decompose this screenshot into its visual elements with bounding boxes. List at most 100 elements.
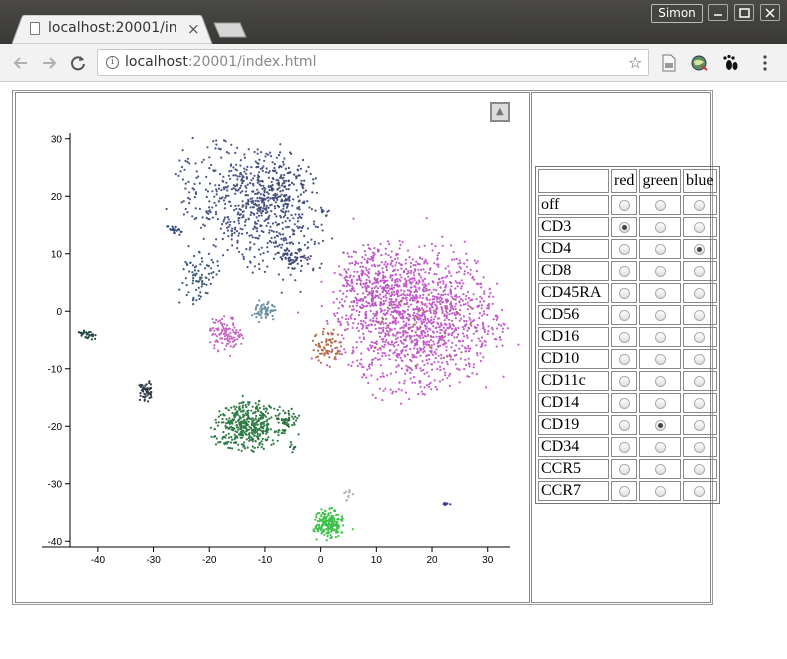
data-point (464, 325, 467, 328)
menu-dots-icon[interactable] (756, 54, 774, 72)
active-tab[interactable] (12, 15, 214, 44)
radio-green[interactable] (654, 243, 666, 255)
data-point (232, 331, 235, 334)
new-tab-button[interactable] (213, 22, 247, 38)
data-point (329, 520, 332, 523)
close-window-button[interactable] (760, 4, 780, 21)
radio-green[interactable] (654, 221, 666, 233)
data-point (475, 270, 478, 273)
radio-green[interactable] (654, 419, 666, 431)
data-point (471, 275, 474, 278)
radio-red[interactable] (618, 287, 630, 299)
data-point (274, 414, 277, 417)
data-point (186, 157, 189, 160)
data-point (324, 509, 327, 512)
radio-red[interactable] (618, 419, 630, 431)
bookmark-star-icon[interactable]: ☆ (628, 53, 643, 72)
data-point (279, 214, 282, 217)
data-point (252, 212, 256, 215)
data-point (273, 236, 276, 239)
radio-red[interactable] (618, 375, 630, 387)
data-point (393, 327, 396, 330)
info-icon[interactable]: i (106, 56, 119, 69)
maximize-button[interactable] (734, 4, 754, 21)
data-point (451, 341, 454, 344)
data-point (374, 346, 377, 349)
radio-red[interactable] (618, 485, 630, 497)
collapse-button[interactable]: ▲ (490, 102, 510, 122)
radio-green[interactable] (654, 309, 666, 321)
data-point (141, 384, 144, 387)
reload-icon[interactable] (67, 52, 89, 74)
radio-red[interactable] (618, 243, 630, 255)
radio-blue[interactable] (694, 331, 706, 343)
data-point (225, 334, 228, 337)
data-point (347, 255, 350, 258)
radio-green[interactable] (654, 287, 666, 299)
table-row: CD14 (538, 393, 717, 413)
data-point (228, 417, 231, 420)
radio-blue[interactable] (694, 265, 706, 277)
data-point (333, 340, 336, 343)
data-point (483, 330, 486, 333)
profile-button[interactable]: Simon (651, 4, 703, 23)
radio-red[interactable] (618, 221, 630, 233)
radio-blue[interactable] (694, 463, 706, 475)
data-point (207, 264, 210, 267)
radio-red[interactable] (618, 331, 630, 343)
radio-red[interactable] (618, 265, 630, 277)
radio-green[interactable] (654, 485, 666, 497)
data-point (311, 339, 315, 342)
data-point (445, 274, 449, 278)
data-point (461, 344, 464, 347)
x-tick-label: 10 (371, 555, 383, 566)
data-point (220, 323, 224, 326)
url-text[interactable]: localhost:20001/index.html (125, 54, 316, 70)
data-point (343, 300, 346, 303)
radio-blue[interactable] (694, 441, 706, 453)
data-point (480, 297, 484, 300)
data-point (340, 334, 344, 337)
radio-blue[interactable] (694, 199, 706, 211)
radio-red[interactable] (618, 441, 630, 453)
radio-green[interactable] (654, 199, 666, 211)
radio-green[interactable] (654, 265, 666, 277)
radio-red[interactable] (618, 199, 630, 211)
data-point (267, 153, 270, 156)
radio-green[interactable] (654, 375, 666, 387)
radio-blue[interactable] (694, 353, 706, 365)
radio-blue[interactable] (694, 375, 706, 387)
tab-close-icon[interactable]: × (187, 20, 200, 38)
data-point (386, 284, 389, 287)
radio-green[interactable] (654, 441, 666, 453)
radio-blue[interactable] (694, 287, 706, 299)
tab-title[interactable]: localhost:20001/index.html (48, 20, 176, 36)
data-point (424, 302, 427, 306)
minimize-button[interactable] (708, 4, 728, 21)
radio-red[interactable] (618, 397, 630, 409)
radio-green[interactable] (654, 397, 666, 409)
radio-green[interactable] (654, 353, 666, 365)
forward-arrow-icon[interactable] (38, 52, 60, 74)
globe-extension-icon[interactable] (691, 54, 709, 72)
document-extension-icon[interactable] (660, 54, 678, 72)
radio-blue[interactable] (694, 419, 706, 431)
radio-red[interactable] (618, 309, 630, 321)
radio-blue[interactable] (694, 243, 706, 255)
data-point (187, 245, 190, 248)
radio-blue[interactable] (694, 221, 706, 233)
radio-green[interactable] (654, 463, 666, 475)
radio-blue[interactable] (694, 309, 706, 321)
radio-green[interactable] (654, 331, 666, 343)
data-point (204, 276, 207, 279)
back-arrow-icon[interactable] (10, 52, 32, 74)
radio-blue[interactable] (694, 485, 706, 497)
radio-red[interactable] (618, 463, 630, 475)
data-point (414, 364, 417, 367)
radio-blue[interactable] (694, 397, 706, 409)
footprint-extension-icon[interactable] (722, 54, 740, 72)
radio-red[interactable] (618, 353, 630, 365)
data-point (147, 400, 150, 403)
address-bar[interactable]: i localhost:20001/index.html ☆ (97, 49, 649, 76)
